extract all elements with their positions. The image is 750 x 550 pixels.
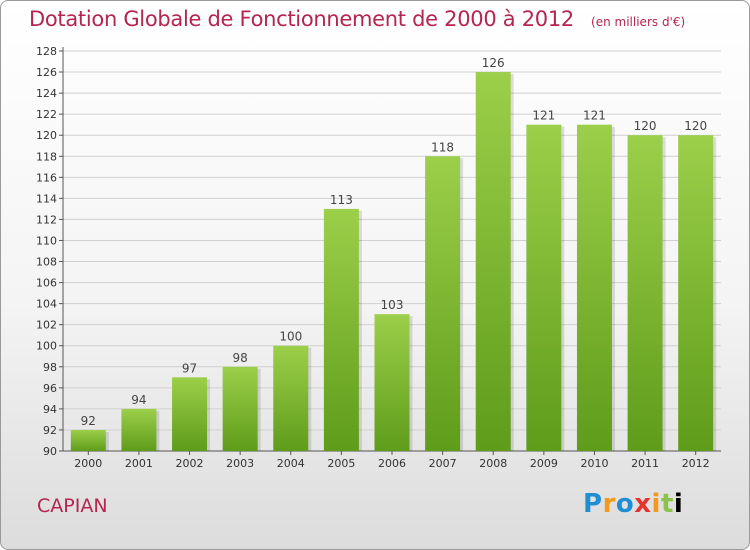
y-tick-label: 92 (43, 424, 57, 437)
y-tick-label: 112 (36, 213, 57, 226)
logo-letter: i (673, 489, 684, 519)
bar (374, 314, 410, 451)
logo-letter: o (615, 489, 635, 519)
data-label: 92 (81, 414, 96, 428)
bar (425, 156, 461, 451)
data-label: 121 (532, 109, 555, 123)
data-label: 118 (431, 140, 454, 154)
data-label: 103 (381, 298, 404, 312)
bars (70, 72, 717, 452)
commune-name: CAPIAN (37, 495, 108, 517)
x-tick-label: 2010 (580, 457, 608, 470)
bar (526, 124, 562, 452)
bar (323, 208, 359, 451)
labels: 90 92 94 96 98 100 102 104 106 108 110 112 114 116 118… (36, 45, 710, 470)
x-tick-label: 2011 (631, 457, 659, 470)
y-tick-label: 102 (36, 319, 57, 332)
x-tick-label: 2004 (277, 457, 305, 470)
x-tick-label: 2003 (226, 457, 254, 470)
y-tick-label: 108 (36, 256, 57, 269)
x-tick-label: 2001 (125, 457, 153, 470)
x-tick-label: 2012 (682, 457, 710, 470)
chart-unit: (en milliers d'€) (591, 15, 686, 29)
logo-letter: r (602, 489, 616, 519)
chart-title: Dotation Globale de Fonctionnement de 20… (29, 7, 685, 31)
y-tick-label: 96 (43, 382, 57, 395)
y-tick-label: 98 (43, 361, 57, 374)
x-tick-label: 2006 (378, 457, 406, 470)
y-tick-label: 124 (36, 87, 57, 100)
data-label: 121 (583, 109, 606, 123)
y-tick-label: 122 (36, 108, 57, 121)
x-tick-label: 2007 (429, 457, 457, 470)
y-tick-label: 90 (43, 445, 57, 458)
y-tick-label: 104 (36, 298, 57, 311)
y-tick-label: 114 (36, 192, 57, 205)
x-tick-label: 2000 (74, 457, 102, 470)
y-tick-label: 126 (36, 66, 57, 79)
x-tick-label: 2002 (176, 457, 204, 470)
bar (172, 377, 208, 451)
y-tick-label: 106 (36, 277, 57, 290)
bar (576, 124, 612, 452)
bar (678, 135, 714, 452)
x-tick-label: 2008 (479, 457, 507, 470)
y-tick-label: 128 (36, 45, 57, 58)
chart-title-main: Dotation Globale de Fonctionnement de 20… (29, 7, 574, 31)
x-tick-label: 2005 (327, 457, 355, 470)
y-tick-label: 100 (36, 340, 57, 353)
logo-letter: P (583, 489, 603, 519)
logo-letter: i (651, 489, 661, 519)
y-tick-label: 94 (43, 403, 57, 416)
bar (627, 135, 663, 452)
proxiti-logo: Proxiti (583, 489, 683, 519)
data-label: 120 (684, 119, 707, 133)
bar (121, 408, 157, 451)
y-tick-label: 118 (36, 150, 57, 163)
y-tick-label: 110 (36, 234, 57, 247)
data-label: 94 (131, 393, 146, 407)
data-label: 97 (182, 361, 197, 375)
bar (273, 345, 309, 451)
data-label: 100 (279, 330, 302, 344)
logo-letter: t (660, 489, 674, 519)
bar (222, 366, 258, 451)
data-label: 113 (330, 193, 353, 207)
x-tick-label: 2009 (530, 457, 558, 470)
bar (475, 72, 511, 451)
data-label: 98 (233, 351, 248, 365)
logo-letter: x (634, 489, 652, 519)
bar (70, 429, 106, 451)
data-label: 120 (634, 119, 657, 133)
data-label: 126 (482, 56, 505, 70)
y-tick-label: 116 (36, 171, 57, 184)
y-tick-label: 120 (36, 129, 57, 142)
